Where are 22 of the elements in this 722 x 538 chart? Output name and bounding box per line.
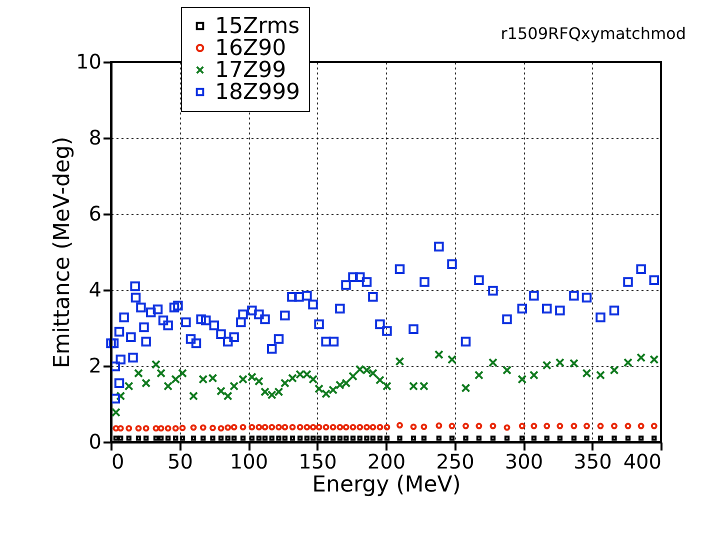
x-tick-label: 250: [436, 450, 474, 474]
y-tick-label: 6: [88, 202, 102, 226]
x-tick-label: 100: [230, 450, 268, 474]
x-tick-label: 200: [367, 450, 406, 474]
legend-label: 17Z99: [215, 58, 286, 83]
y-tick-label: 4: [88, 278, 102, 302]
x-tick-label: 50: [168, 450, 193, 474]
y-axis-title: Emittance (MeV-deg): [50, 136, 76, 368]
x-axis-title: Energy (MeV): [312, 472, 461, 498]
y-tick-label: 0: [88, 430, 102, 454]
x-tick-label: 400: [623, 450, 662, 474]
x-tick-label: 150: [298, 450, 337, 474]
y-tick-label: 8: [88, 126, 102, 150]
x-tick-label: 0: [112, 450, 124, 474]
y-tick-label: 10: [76, 50, 102, 74]
x-tick-label: 300: [504, 450, 544, 474]
legend-label: 16Z90: [215, 36, 286, 61]
legend-label: 15Zrms: [215, 14, 300, 39]
legend-label: 18Z999: [215, 80, 300, 105]
text: r1509RFQxymatchmod: [500, 24, 686, 43]
x-tick-label: 350: [574, 450, 612, 474]
y-tick-label: 2: [88, 354, 102, 378]
